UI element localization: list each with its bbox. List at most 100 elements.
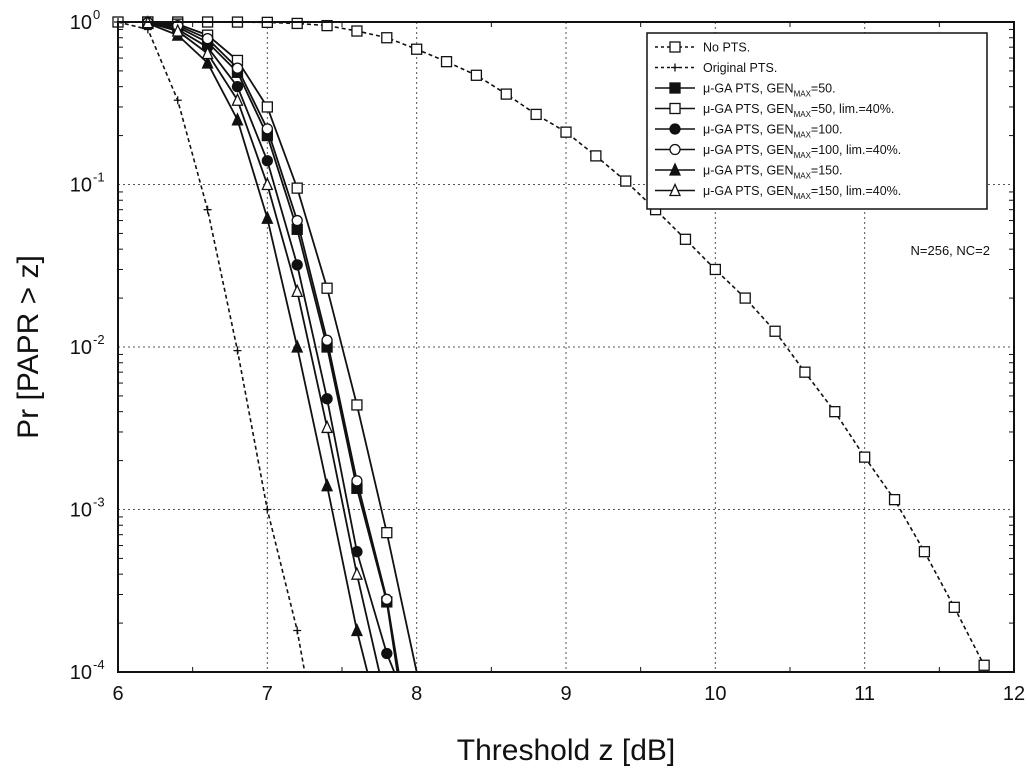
legend-marker <box>669 123 681 135</box>
legend-marker <box>668 182 682 197</box>
data-point <box>261 155 273 167</box>
series-line-4 <box>147 21 396 673</box>
data-point <box>620 175 632 187</box>
legend-box <box>646 32 988 210</box>
legend-label: μ-GA PTS, GENMAX=100, lim.=40%. <box>703 143 901 160</box>
data-point <box>560 126 572 138</box>
legend-item-6: μ-GA PTS, GENMAX=150. <box>655 162 843 181</box>
data-point <box>351 475 363 487</box>
y-tick-exponent: -1 <box>93 170 105 185</box>
data-point <box>203 205 212 214</box>
data-point <box>859 451 871 463</box>
data-point <box>263 505 272 514</box>
x-tick-label: 8 <box>411 683 422 705</box>
legend-item-1: Original PTS. <box>655 61 777 75</box>
annotation-params: N=256, NC=2 <box>911 243 991 258</box>
y-axis-title: Pr [PAPR > z] <box>12 255 45 439</box>
x-tick-label: 10 <box>704 683 726 705</box>
y-tick-exponent: -3 <box>93 495 105 510</box>
legend: No PTS. Original PTS. μ-GA PTS, GENMAX=50.… <box>646 32 988 210</box>
data-point <box>978 659 990 671</box>
data-point <box>530 108 542 121</box>
data-point <box>500 88 512 100</box>
data-point <box>350 566 363 580</box>
x-axis-title: Threshold z [dB] <box>457 734 675 767</box>
legend-item-4: μ-GA PTS, GENMAX=100. <box>655 123 843 140</box>
series-5 <box>142 17 400 673</box>
legend-label: μ-GA PTS, GENMAX=150, lim.=40%. <box>703 184 901 201</box>
data-point <box>171 23 184 37</box>
data-point <box>201 32 214 45</box>
data-point <box>321 282 333 294</box>
data-point <box>918 546 931 558</box>
y-tick-label: 10 <box>70 500 92 522</box>
data-point <box>888 493 901 506</box>
data-point <box>381 527 393 539</box>
legend-marker <box>669 41 681 53</box>
data-point <box>261 210 274 224</box>
data-point <box>231 62 244 74</box>
legend-item-7: μ-GA PTS, GENMAX=150, lim.=40%. <box>655 182 901 201</box>
legend-item-3: μ-GA PTS, GENMAX=50, lim.=40%. <box>655 102 894 119</box>
data-point <box>470 69 483 81</box>
data-point <box>590 150 602 162</box>
data-point <box>350 622 363 637</box>
data-point <box>293 626 302 635</box>
y-tick-exponent: -4 <box>93 657 105 672</box>
legend-marker <box>668 162 682 176</box>
series-line-1 <box>117 21 306 673</box>
data-point <box>261 123 273 135</box>
x-tick-label: 9 <box>560 683 571 705</box>
y-tick-label: 10 <box>70 12 92 34</box>
x-tick-label: 7 <box>262 683 273 705</box>
data-point <box>411 43 423 55</box>
legend-item-5: μ-GA PTS, GENMAX=100, lim.=40%. <box>655 143 901 160</box>
data-point <box>679 233 692 245</box>
data-point <box>291 214 303 227</box>
data-point <box>231 112 244 126</box>
data-point <box>799 366 811 378</box>
data-point <box>291 259 303 271</box>
data-point <box>321 419 334 434</box>
legend-label: μ-GA PTS, GENMAX=50, lim.=40%. <box>703 102 894 119</box>
data-point <box>231 81 244 93</box>
legend-label: μ-GA PTS, GENMAX=100. <box>703 123 843 140</box>
legend-item-2: μ-GA PTS, GENMAX=50. <box>655 82 836 99</box>
data-point <box>291 182 303 194</box>
data-point <box>231 92 244 106</box>
data-point <box>948 601 960 613</box>
y-tick-label: 10 <box>70 175 92 197</box>
data-point <box>261 101 273 113</box>
data-point <box>261 176 274 191</box>
x-tick-label: 12 <box>1003 683 1025 705</box>
legend-marker <box>669 143 681 156</box>
data-point <box>381 647 393 660</box>
data-point <box>381 32 393 44</box>
data-point <box>351 399 363 411</box>
data-point <box>201 45 214 60</box>
data-point <box>351 25 363 37</box>
data-point <box>769 325 781 337</box>
y-tick-exponent: 0 <box>93 7 100 22</box>
data-point <box>321 393 333 405</box>
series-line-5 <box>147 21 400 673</box>
data-point <box>709 263 721 276</box>
data-point <box>321 334 333 346</box>
data-point <box>173 96 182 105</box>
legend-marker <box>671 63 679 72</box>
y-tick-exponent: -2 <box>93 332 105 347</box>
data-point <box>233 346 242 355</box>
data-point <box>321 19 333 32</box>
data-point <box>291 339 304 353</box>
data-point <box>381 593 393 605</box>
y-tick-label: 10 <box>70 662 92 684</box>
y-tick-label: 10 <box>70 337 92 359</box>
x-tick-label: 11 <box>854 683 875 705</box>
data-point <box>829 406 841 418</box>
legend-label: μ-GA PTS, GENMAX=50. <box>703 82 836 99</box>
series-6 <box>141 15 369 673</box>
data-point <box>201 55 214 69</box>
series-line-2 <box>147 21 399 673</box>
